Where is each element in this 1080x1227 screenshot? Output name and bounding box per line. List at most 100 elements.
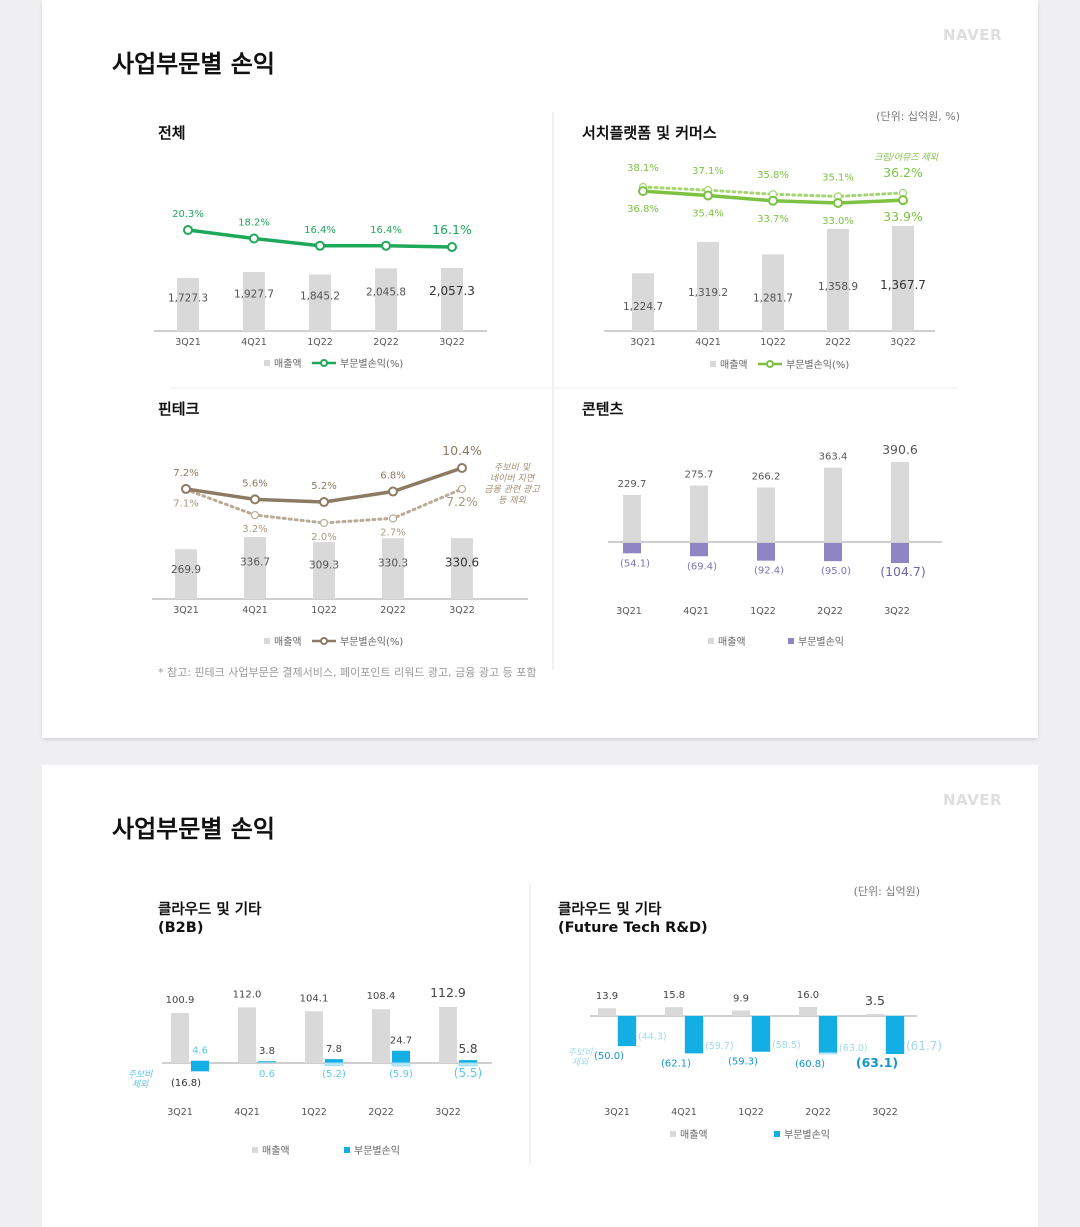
x-tick-label: 3Q21: [630, 337, 656, 348]
legend-bar-swatch: [264, 360, 270, 366]
bar-value-label: 2,045.8: [366, 286, 406, 298]
line-point: [250, 494, 260, 505]
unit-label: (단위: 십억원): [854, 885, 920, 898]
bar-revenue: [665, 1007, 683, 1016]
bar-revenue: [441, 268, 463, 331]
line-value-label: 6.8%: [380, 471, 405, 482]
x-tick-label: 2Q22: [373, 337, 399, 348]
bar-value-label: 363.4: [819, 452, 848, 463]
dotted-point: [250, 510, 260, 520]
x-tick-label: 3Q21: [175, 337, 201, 348]
bar-profit: [324, 1062, 344, 1067]
x-tick-label: 2Q22: [817, 606, 843, 617]
bar-value-label: 112.9: [430, 985, 466, 1000]
naver-logo: NAVER: [942, 791, 1002, 809]
dotted-value-label: 2.0%: [311, 532, 336, 543]
excl-annotation: 네이버 지면: [490, 473, 535, 484]
bar-profit-label: (62.1): [661, 1058, 691, 1069]
x-tick-label: 1Q22: [738, 1107, 764, 1118]
bar-profit-excl: [191, 1060, 209, 1063]
bar-value-label: 269.9: [171, 564, 201, 576]
chart-title: 서치플랫폼 및 커머스: [582, 124, 717, 142]
legend-bar-label: 매출액: [262, 1145, 290, 1157]
bar-revenue: [757, 487, 775, 542]
bar-value-label: 100.9: [166, 995, 195, 1006]
bar-profit: [757, 543, 775, 561]
legend-bar-swatch: [710, 361, 716, 367]
excl-annotation: 주보비: [568, 1047, 594, 1058]
bar-value-label: 1,358.9: [818, 281, 858, 293]
bar-value-label: 1,727.3: [168, 293, 208, 305]
bar-value-label: 266.2: [752, 471, 781, 482]
x-tick-label: 4Q21: [683, 606, 709, 617]
legend-profit-swatch: [344, 1147, 350, 1153]
chart-title: 클라우드 및 기타: [158, 900, 262, 918]
dotted-value-label: 2.7%: [380, 527, 405, 538]
bar-profit-label: (104.7): [880, 564, 926, 579]
slide-1: NAVER 사업부문별 손익 (단위: 십억원, %) * 참고: 핀테크 사업부…: [42, 0, 1038, 738]
legend-profit-swatch: [774, 1131, 780, 1137]
x-tick-label: 2Q22: [825, 337, 851, 348]
bar-revenue: [243, 271, 265, 331]
bar-profit-label: (60.8): [795, 1059, 825, 1070]
x-tick-label: 1Q22: [311, 605, 337, 616]
bar-profit-excl-label: 7.8: [326, 1044, 342, 1055]
line-value-label: 5.2%: [311, 481, 336, 492]
x-tick-label: 4Q21: [242, 605, 268, 616]
bar-value-label: 336.7: [240, 557, 270, 569]
line-point: [315, 240, 325, 251]
bar-revenue: [305, 1011, 323, 1063]
slide-2: NAVER 사업부문별 손익 (단위: 십억원) 클라우드 및 기타 (B2B) 10…: [42, 765, 1038, 1227]
chart-subtitle: (Future Tech R&D): [558, 920, 708, 936]
line-value-label: 36.8%: [627, 204, 659, 215]
line-point: [768, 195, 778, 206]
line-point: [457, 463, 467, 473]
bar-revenue: [171, 1012, 189, 1063]
x-tick-label: 3Q22: [872, 1107, 898, 1118]
line-value-label: 5.6%: [242, 478, 267, 489]
dotted-value-label: 35.8%: [757, 170, 789, 181]
line-series-dotted: [641, 185, 905, 198]
line-point: [181, 483, 191, 494]
page-title: 사업부문별 손익: [112, 815, 275, 843]
bar-profit-label: (54.1): [620, 558, 650, 569]
x-tick-label: 2Q22: [805, 1107, 831, 1118]
legend-bar-swatch: [264, 638, 270, 644]
line-value-label: 33.0%: [822, 216, 854, 227]
bar-value-label: 108.4: [367, 991, 396, 1002]
bar-profit-excl-label: (58.5): [772, 1040, 801, 1051]
bar-profit-excl: [392, 1050, 410, 1063]
bar-profit-excl-label: 5.8: [458, 1042, 477, 1056]
excl-annotation: 금융 관련 광고: [484, 484, 540, 495]
dotted-value-label: 3.2%: [242, 524, 267, 535]
bar-value-label: 1,224.7: [623, 301, 663, 313]
chart-title: 클라우드 및 기타: [558, 900, 662, 918]
bar-profit: [685, 1016, 703, 1054]
page-title: 사업부문별 손익: [112, 50, 275, 78]
bar-profit: [623, 543, 641, 554]
bar-revenue: [372, 1009, 390, 1063]
x-tick-label: 3Q22: [890, 337, 916, 348]
footnote: * 참고: 핀테크 사업부문은 결제서비스, 페이포인트 리워드 광고, 금융 …: [158, 666, 537, 679]
line-value-label: 18.2%: [238, 218, 270, 229]
legend-bar-label: 매출액: [718, 636, 746, 648]
chart-title: 콘텐츠: [582, 400, 624, 418]
bar-revenue: [313, 542, 335, 599]
bar-profit-label: (50.0): [594, 1051, 624, 1062]
bar-profit-label: (16.8): [171, 1078, 201, 1089]
x-tick-label: 4Q21: [234, 1107, 260, 1118]
bar-profit-excl-label: 3.8: [259, 1046, 275, 1057]
bar-profit-label: (69.4): [687, 561, 717, 572]
bar-value-label: 330.3: [378, 557, 408, 569]
bar-revenue: [690, 485, 708, 542]
bar-revenue: [762, 254, 784, 331]
x-tick-label: 3Q21: [604, 1107, 630, 1118]
bar-profit-excl-label: (59.7): [705, 1041, 734, 1052]
bar-revenue: [866, 1014, 884, 1016]
dotted-value-label: 37.1%: [692, 166, 724, 177]
legend-bar-label: 매출액: [720, 359, 748, 371]
bar-value-label: 3.5: [865, 993, 885, 1008]
line-value-label: 33.7%: [757, 214, 789, 225]
bar-profit-excl-label: 24.7: [390, 1036, 412, 1047]
line-value-label: 16.1%: [432, 222, 472, 237]
